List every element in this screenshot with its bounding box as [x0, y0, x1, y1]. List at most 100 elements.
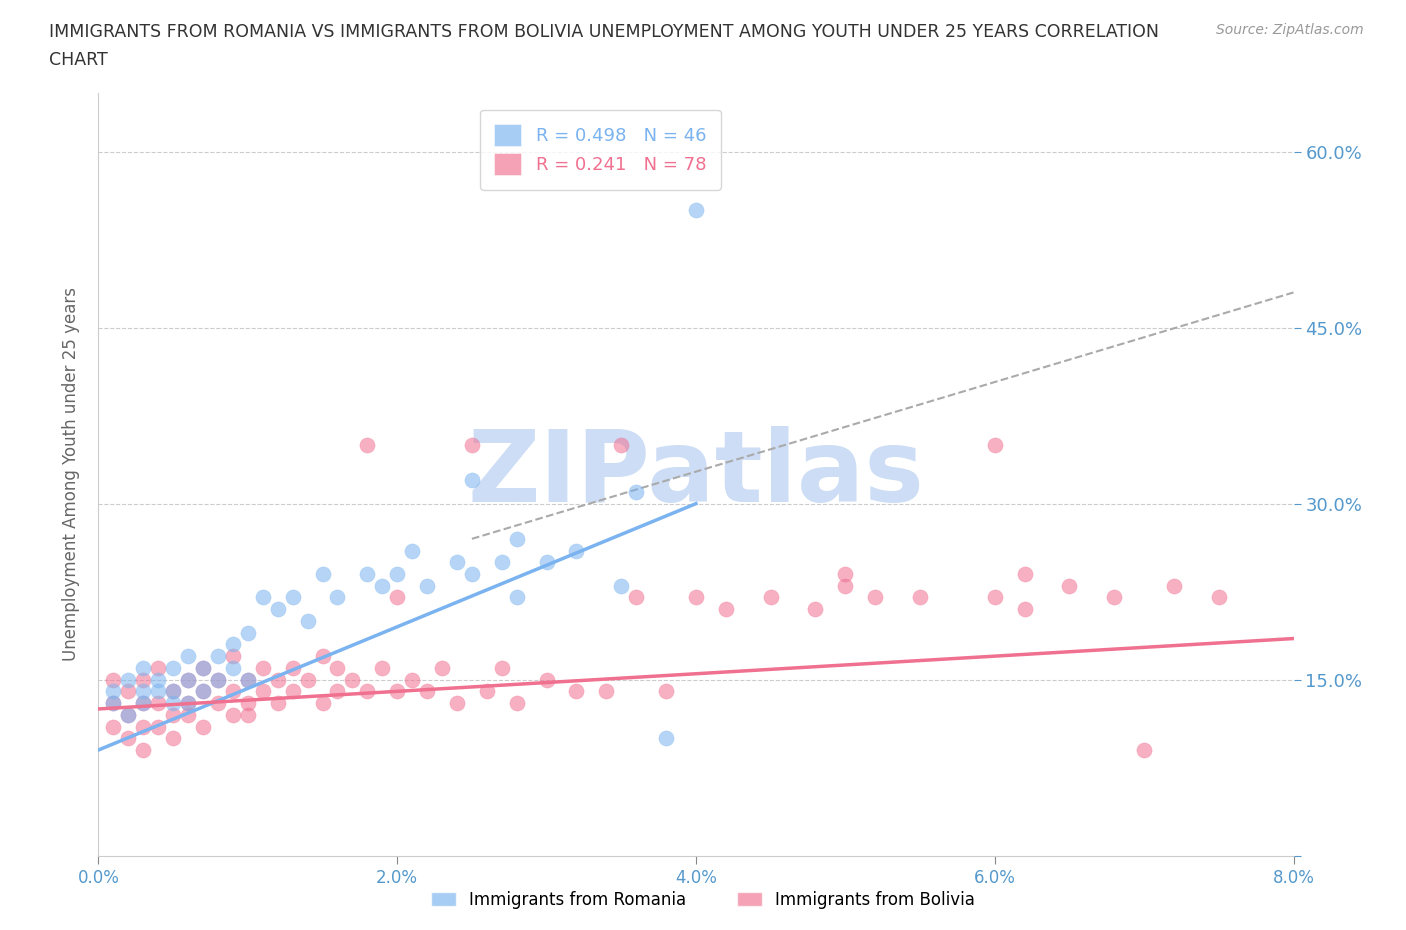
Point: [148, 660, 170, 675]
Point: [714, 602, 737, 617]
Point: [207, 696, 229, 711]
Point: [148, 672, 170, 687]
Point: [236, 625, 259, 640]
Point: [430, 660, 453, 675]
Point: [191, 684, 214, 698]
Point: [491, 660, 513, 675]
Point: [162, 684, 184, 698]
Point: [162, 708, 184, 723]
Point: [236, 708, 259, 723]
Point: [1104, 590, 1126, 604]
Point: [297, 614, 319, 629]
Legend: Immigrants from Romania, Immigrants from Bolivia: Immigrants from Romania, Immigrants from…: [423, 883, 983, 917]
Point: [461, 437, 484, 452]
Point: [446, 555, 468, 570]
Point: [132, 684, 155, 698]
Point: [311, 649, 333, 664]
Point: [103, 684, 125, 698]
Point: [610, 578, 633, 593]
Point: [117, 684, 139, 698]
Point: [326, 590, 349, 604]
Point: [326, 660, 349, 675]
Text: Source: ZipAtlas.com: Source: ZipAtlas.com: [1216, 23, 1364, 37]
Point: [416, 578, 439, 593]
Point: [626, 590, 648, 604]
Point: [252, 660, 274, 675]
Point: [475, 684, 498, 698]
Point: [1208, 590, 1230, 604]
Point: [385, 590, 409, 604]
Point: [132, 696, 155, 711]
Point: [371, 660, 394, 675]
Point: [1014, 566, 1036, 581]
Point: [222, 660, 245, 675]
Point: [132, 719, 155, 734]
Point: [281, 684, 304, 698]
Point: [655, 684, 678, 698]
Point: [222, 684, 245, 698]
Point: [385, 566, 409, 581]
Point: [834, 566, 856, 581]
Point: [191, 684, 214, 698]
Point: [342, 672, 364, 687]
Point: [267, 672, 290, 687]
Point: [207, 649, 229, 664]
Point: [148, 684, 170, 698]
Point: [132, 660, 155, 675]
Point: [207, 672, 229, 687]
Point: [281, 660, 304, 675]
Point: [177, 672, 200, 687]
Point: [446, 696, 468, 711]
Point: [506, 590, 529, 604]
Point: [536, 672, 558, 687]
Point: [222, 708, 245, 723]
Point: [132, 696, 155, 711]
Text: CHART: CHART: [49, 51, 108, 69]
Point: [222, 649, 245, 664]
Point: [908, 590, 931, 604]
Point: [191, 719, 214, 734]
Point: [1163, 578, 1185, 593]
Point: [177, 696, 200, 711]
Point: [132, 672, 155, 687]
Point: [162, 684, 184, 698]
Point: [356, 684, 378, 698]
Point: [326, 684, 349, 698]
Point: [162, 660, 184, 675]
Point: [311, 566, 333, 581]
Point: [103, 672, 125, 687]
Point: [804, 602, 827, 617]
Point: [401, 543, 423, 558]
Point: [103, 719, 125, 734]
Point: [177, 672, 200, 687]
Point: [416, 684, 439, 698]
Point: [759, 590, 782, 604]
Point: [103, 696, 125, 711]
Point: [191, 660, 214, 675]
Point: [222, 637, 245, 652]
Point: [401, 672, 423, 687]
Point: [984, 437, 1007, 452]
Point: [685, 590, 707, 604]
Point: [267, 602, 290, 617]
Legend: R = 0.498   N = 46, R = 0.241   N = 78: R = 0.498 N = 46, R = 0.241 N = 78: [479, 110, 721, 190]
Point: [1059, 578, 1081, 593]
Point: [1014, 602, 1036, 617]
Point: [506, 696, 529, 711]
Point: [236, 696, 259, 711]
Point: [148, 696, 170, 711]
Point: [236, 672, 259, 687]
Point: [834, 578, 856, 593]
Point: [177, 708, 200, 723]
Point: [385, 684, 409, 698]
Point: [356, 566, 378, 581]
Point: [207, 672, 229, 687]
Point: [311, 696, 333, 711]
Point: [281, 590, 304, 604]
Point: [117, 672, 139, 687]
Point: [177, 649, 200, 664]
Point: [252, 684, 274, 698]
Point: [1133, 742, 1156, 757]
Point: [655, 731, 678, 746]
Point: [191, 660, 214, 675]
